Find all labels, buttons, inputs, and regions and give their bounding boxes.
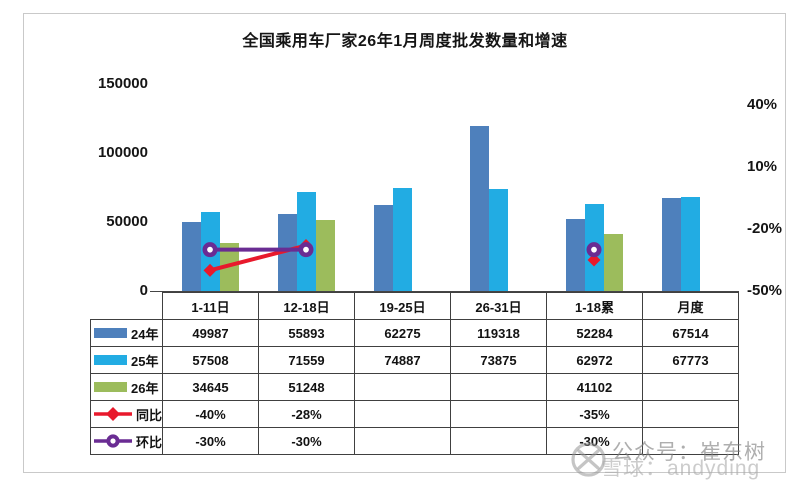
bar-24年-1-11日	[181, 222, 201, 291]
bar-26年-1-11日	[219, 243, 239, 291]
value-cell-同比-12-18日: -28%	[258, 400, 355, 428]
bar-25年-12-18日	[296, 192, 316, 291]
right-axis-tick-label: 40%	[747, 96, 778, 113]
bar-25年-1-11日	[200, 212, 220, 291]
legend-cell-同比: 同比	[90, 400, 163, 428]
legend-cell-24年: 24年	[90, 319, 163, 347]
value-cell-环比-26-31日	[450, 427, 547, 455]
value-cell-24年-26-31日: 119318	[450, 319, 547, 347]
bar-24年-19-25日	[373, 205, 393, 291]
value-cell-同比-26-31日	[450, 400, 547, 428]
legend-cell-25年: 25年	[90, 346, 163, 374]
legend-key-24年-swatch	[94, 328, 127, 338]
bar-24年-月度	[661, 198, 681, 291]
bar-25年-26-31日	[488, 189, 508, 291]
header-cell-12-18日: 12-18日	[258, 292, 355, 320]
left-axis-tick-label: 50000	[106, 213, 148, 230]
value-cell-25年-1-11日: 57508	[162, 346, 259, 374]
bar-25年-1-18累	[584, 204, 604, 291]
header-cell-1-18累: 1-18累	[546, 292, 643, 320]
value-cell-26年-1-18累: 41102	[546, 373, 643, 401]
header-cell-19-25日: 19-25日	[354, 292, 451, 320]
value-cell-同比-19-25日	[354, 400, 451, 428]
legend-label-24年: 24年	[131, 326, 159, 342]
chart-title: 全国乘用车厂家26年1月周度批发数量和增速	[242, 33, 568, 50]
bar-26年-1-18累	[603, 234, 623, 291]
header-cell-月度: 月度	[642, 292, 739, 320]
legend-label-同比: 同比	[136, 407, 163, 423]
value-cell-25年-19-25日: 74887	[354, 346, 451, 374]
value-cell-环比-19-25日	[354, 427, 451, 455]
value-cell-24年-1-18累: 52284	[546, 319, 643, 347]
value-cell-24年-1-11日: 49987	[162, 319, 259, 347]
value-cell-24年-月度: 67514	[642, 319, 739, 347]
legend-cell-26年: 26年	[90, 373, 163, 401]
value-cell-26年-26-31日	[450, 373, 547, 401]
right-axis-tick-label: -50%	[747, 282, 783, 299]
legend-key-同比-diamond-icon	[94, 405, 132, 423]
left-axis-tick-label: 0	[139, 282, 148, 299]
value-cell-25年-26-31日: 73875	[450, 346, 547, 374]
value-cell-25年-12-18日: 71559	[258, 346, 355, 374]
value-cell-24年-19-25日: 62275	[354, 319, 451, 347]
value-cell-环比-月度	[642, 427, 739, 455]
header-cell-26-31日: 26-31日	[450, 292, 547, 320]
bar-25年-19-25日	[392, 188, 412, 291]
legend-label-环比: 环比	[136, 434, 163, 450]
value-cell-26年-12-18日: 51248	[258, 373, 355, 401]
value-cell-环比-1-18累: -30%	[546, 427, 643, 455]
bar-26年-12-18日	[315, 220, 335, 291]
right-axis-tick-label: 10%	[747, 158, 778, 175]
value-cell-同比-1-18累: -35%	[546, 400, 643, 428]
legend-key-环比-circle-icon	[94, 432, 132, 450]
bar-24年-26-31日	[469, 126, 489, 291]
bar-24年-1-18累	[565, 219, 585, 291]
legend-label-25年: 25年	[131, 353, 159, 369]
bar-24年-12-18日	[277, 214, 297, 291]
value-cell-环比-12-18日: -30%	[258, 427, 355, 455]
bar-25年-月度	[680, 197, 700, 291]
value-cell-同比-1-11日: -40%	[162, 400, 259, 428]
legend-label-26年: 26年	[131, 380, 159, 396]
x-axis-line	[150, 291, 739, 292]
value-cell-26年-1-11日: 34645	[162, 373, 259, 401]
legend-key-25年-swatch	[94, 355, 127, 365]
value-cell-25年-1-18累: 62972	[546, 346, 643, 374]
legend-cell-环比: 环比	[90, 427, 163, 455]
header-cell-1-11日: 1-11日	[162, 292, 259, 320]
legend-key-26年-swatch	[94, 382, 127, 392]
value-cell-同比-月度	[642, 400, 739, 428]
value-cell-环比-1-11日: -30%	[162, 427, 259, 455]
left-axis-tick-label: 100000	[97, 144, 148, 161]
value-cell-26年-月度	[642, 373, 739, 401]
right-axis-tick-label: -20%	[747, 220, 783, 237]
value-cell-26年-19-25日	[354, 373, 451, 401]
value-cell-24年-12-18日: 55893	[258, 319, 355, 347]
left-axis-tick-label: 150000	[97, 75, 148, 92]
value-cell-25年-月度: 67773	[642, 346, 739, 374]
